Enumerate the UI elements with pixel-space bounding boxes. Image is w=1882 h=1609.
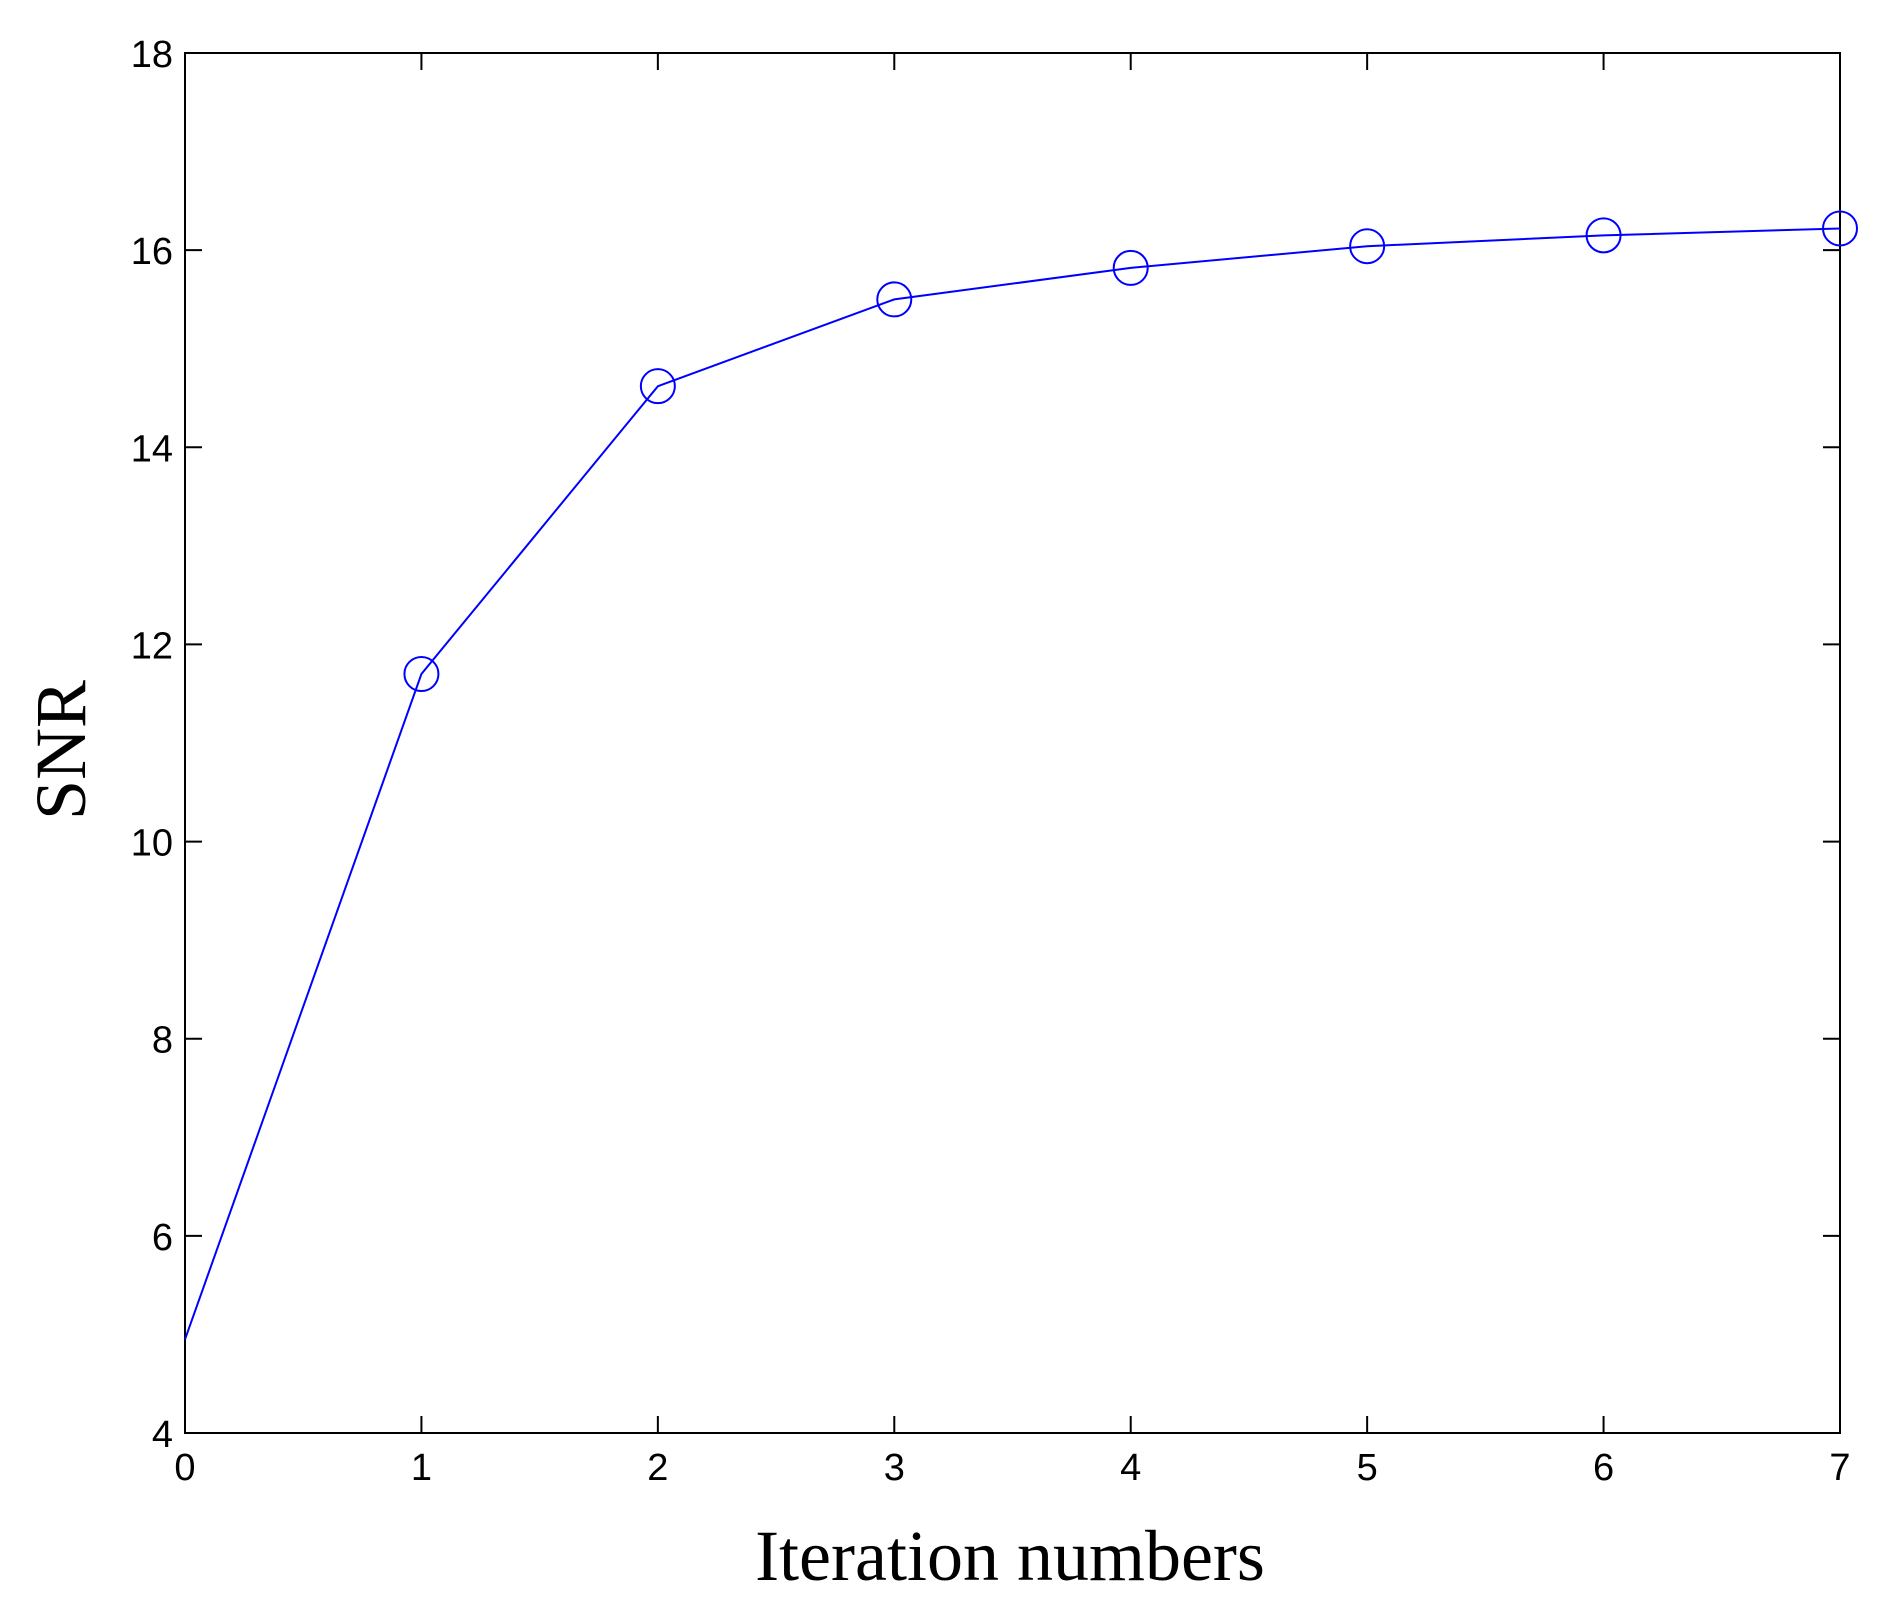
y-tick-label: 18 — [131, 34, 173, 76]
data-point-marker — [1585, 217, 1622, 254]
x-tick-label: 5 — [1357, 1447, 1378, 1489]
x-tick-label: 0 — [174, 1447, 195, 1489]
x-tick-label: 3 — [884, 1447, 905, 1489]
x-tick-label: 7 — [1829, 1447, 1850, 1489]
data-point-marker — [1349, 228, 1386, 265]
x-tick-label: 4 — [1120, 1447, 1141, 1489]
data-point-marker — [403, 656, 440, 692]
y-axis-title: SNR — [21, 680, 101, 820]
tick-marks — [184, 52, 1841, 1434]
plot-frame — [184, 52, 1841, 1434]
x-tick-label: 6 — [1593, 1447, 1614, 1489]
y-tick-label: 6 — [152, 1217, 173, 1259]
data-point-marker — [1112, 249, 1149, 286]
y-tick-label: 16 — [131, 231, 173, 273]
data-point-marker — [876, 281, 913, 318]
plot-border — [184, 52, 1841, 1434]
y-tick-label: 12 — [131, 625, 173, 667]
data-point-marker — [1822, 210, 1858, 247]
data-point-marker — [639, 368, 676, 405]
y-tick-labels: 4 6 8 10 12 14 16 18 — [131, 34, 173, 1456]
x-tick-labels: 0 1 2 3 4 5 6 7 — [174, 1447, 1850, 1489]
y-tick-label: 4 — [152, 1414, 173, 1456]
x-axis-title: Iteration numbers — [755, 1516, 1265, 1596]
series-line — [184, 227, 1841, 1340]
y-tick-label: 10 — [131, 823, 173, 865]
x-tick-label: 2 — [647, 1447, 668, 1489]
x-tick-label: 1 — [411, 1447, 432, 1489]
y-tick-label: 14 — [131, 428, 173, 470]
y-tick-label: 8 — [152, 1020, 173, 1062]
series-layer — [184, 210, 1858, 1340]
